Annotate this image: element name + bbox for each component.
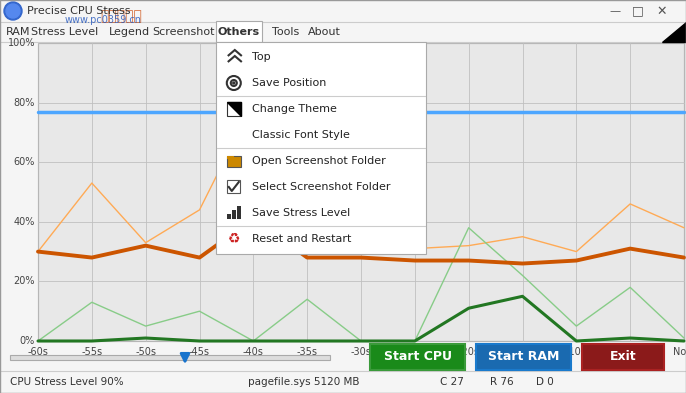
Text: RAM: RAM xyxy=(6,27,30,37)
Bar xyxy=(476,344,571,370)
Bar xyxy=(10,355,330,360)
Bar xyxy=(582,344,664,370)
Circle shape xyxy=(6,4,20,18)
Text: 40%: 40% xyxy=(14,217,35,227)
Text: Exit: Exit xyxy=(610,351,637,364)
Bar xyxy=(370,344,465,370)
Text: 60%: 60% xyxy=(14,157,35,167)
Text: -10s: -10s xyxy=(566,347,587,357)
Text: ✕: ✕ xyxy=(657,4,667,18)
Text: Start RAM: Start RAM xyxy=(488,351,559,364)
Circle shape xyxy=(233,82,235,84)
Text: Save Position: Save Position xyxy=(252,78,326,88)
Text: Select Screenshot Folder: Select Screenshot Folder xyxy=(252,182,390,192)
Text: -20s: -20s xyxy=(458,347,479,357)
Text: C 27: C 27 xyxy=(440,377,464,387)
Bar xyxy=(227,180,240,193)
Text: 河东软件园: 河东软件园 xyxy=(100,9,142,23)
FancyBboxPatch shape xyxy=(227,156,241,167)
Text: -60s: -60s xyxy=(27,347,49,357)
Text: Open Screenshot Folder: Open Screenshot Folder xyxy=(252,156,386,166)
Text: Start CPU: Start CPU xyxy=(383,351,451,364)
Text: —: — xyxy=(609,6,621,16)
Text: About: About xyxy=(308,27,341,37)
Bar xyxy=(216,42,426,254)
Text: 0%: 0% xyxy=(20,336,35,346)
Text: Reset and Restart: Reset and Restart xyxy=(252,234,351,244)
Text: -35s: -35s xyxy=(296,347,318,357)
Text: -30s: -30s xyxy=(351,347,371,357)
Text: D 0: D 0 xyxy=(536,377,554,387)
Text: 80%: 80% xyxy=(14,97,35,108)
Text: -40s: -40s xyxy=(243,347,264,357)
Text: □: □ xyxy=(632,4,644,18)
Text: Screenshot: Screenshot xyxy=(152,27,214,37)
Text: Now: Now xyxy=(674,347,686,357)
Text: -45s: -45s xyxy=(189,347,210,357)
Text: Precise CPU Stress: Precise CPU Stress xyxy=(27,6,130,16)
Bar xyxy=(227,102,241,116)
Text: -15s: -15s xyxy=(512,347,533,357)
Text: R 76: R 76 xyxy=(490,377,514,387)
Text: www.pc0359.cn: www.pc0359.cn xyxy=(65,15,142,25)
Circle shape xyxy=(4,2,22,20)
Bar xyxy=(227,214,230,219)
Text: -55s: -55s xyxy=(81,347,102,357)
Text: Change Theme: Change Theme xyxy=(252,104,337,114)
Polygon shape xyxy=(662,22,686,42)
Bar xyxy=(0,22,686,42)
Text: Classic Font Style: Classic Font Style xyxy=(252,130,350,140)
Text: CPU Stress Level 90%: CPU Stress Level 90% xyxy=(10,377,123,387)
Text: -50s: -50s xyxy=(135,347,156,357)
Text: Top: Top xyxy=(252,52,270,62)
Text: Tools: Tools xyxy=(272,27,299,37)
Text: pagefile.sys 5120 MB: pagefile.sys 5120 MB xyxy=(248,377,359,387)
Text: Save Stress Level: Save Stress Level xyxy=(252,208,350,218)
Bar xyxy=(216,21,262,42)
Text: Legend: Legend xyxy=(109,27,150,37)
Bar xyxy=(0,0,686,22)
Bar xyxy=(232,210,236,219)
Text: ♻: ♻ xyxy=(228,232,240,246)
Bar xyxy=(0,371,686,393)
Text: 20%: 20% xyxy=(14,276,35,286)
Text: -5s: -5s xyxy=(623,347,637,357)
Bar xyxy=(38,43,684,341)
Text: -25s: -25s xyxy=(404,347,425,357)
Text: 100%: 100% xyxy=(8,38,35,48)
Bar xyxy=(227,156,234,159)
Text: Stress Level: Stress Level xyxy=(32,27,99,37)
Text: Others: Others xyxy=(217,27,260,37)
Polygon shape xyxy=(227,102,241,116)
Bar xyxy=(237,206,241,219)
